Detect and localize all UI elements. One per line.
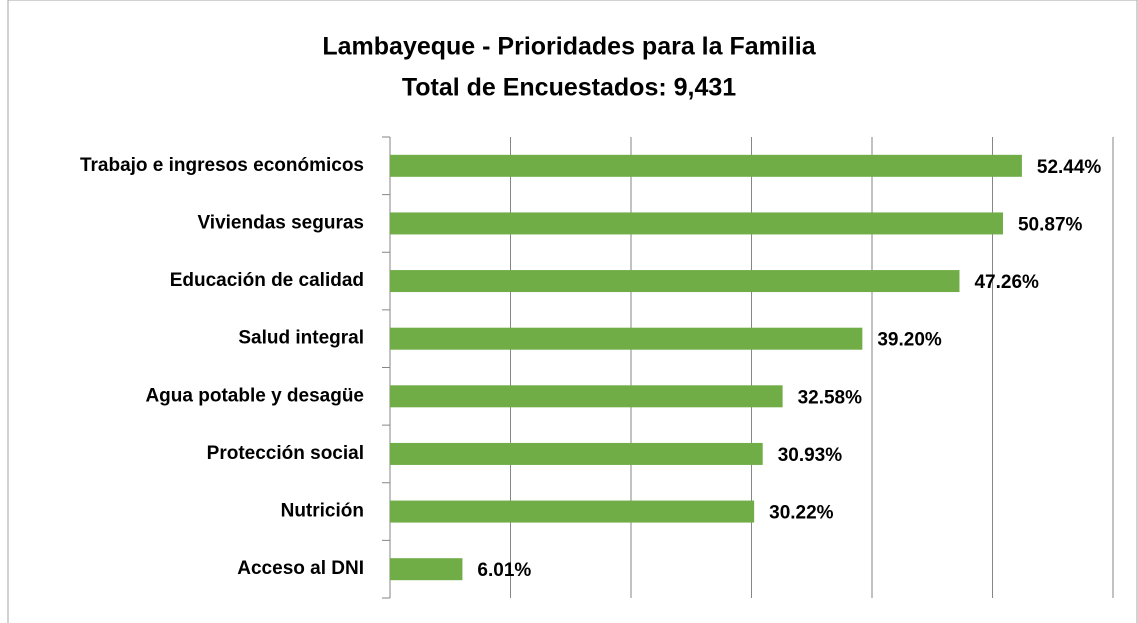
bar (390, 500, 755, 523)
bar (390, 558, 463, 581)
bar (390, 212, 1003, 235)
y-tick-label: Trabajo e ingresos económicos (80, 155, 364, 176)
bar (390, 270, 960, 293)
bar (390, 385, 783, 408)
data-label: 6.01% (477, 560, 531, 581)
bar (390, 442, 763, 465)
bar (390, 327, 863, 350)
y-tick-label: Nutrición (281, 501, 364, 522)
y-tick-label: Agua potable y desagüe (145, 385, 364, 406)
data-label: 47.26% (974, 272, 1039, 293)
bar (390, 154, 1022, 177)
data-label: 50.87% (1018, 214, 1083, 235)
y-tick-label: Acceso al DNI (237, 558, 364, 579)
y-tick-label: Educación de calidad (170, 270, 364, 291)
chart-title: Lambayeque - Prioridades para la Familia (322, 33, 816, 61)
y-tick-label: Viviendas seguras (197, 212, 364, 233)
data-label: 39.20% (877, 330, 942, 351)
data-label: 52.44% (1037, 157, 1102, 178)
data-label: 30.93% (778, 445, 843, 466)
y-tick-label: Protección social (207, 443, 364, 464)
y-tick-label: Salud integral (238, 328, 364, 349)
data-label: 32.58% (798, 387, 863, 408)
chart-subtitle: Total de Encuestados: 9,431 (402, 74, 736, 102)
data-label: 30.22% (769, 503, 834, 524)
